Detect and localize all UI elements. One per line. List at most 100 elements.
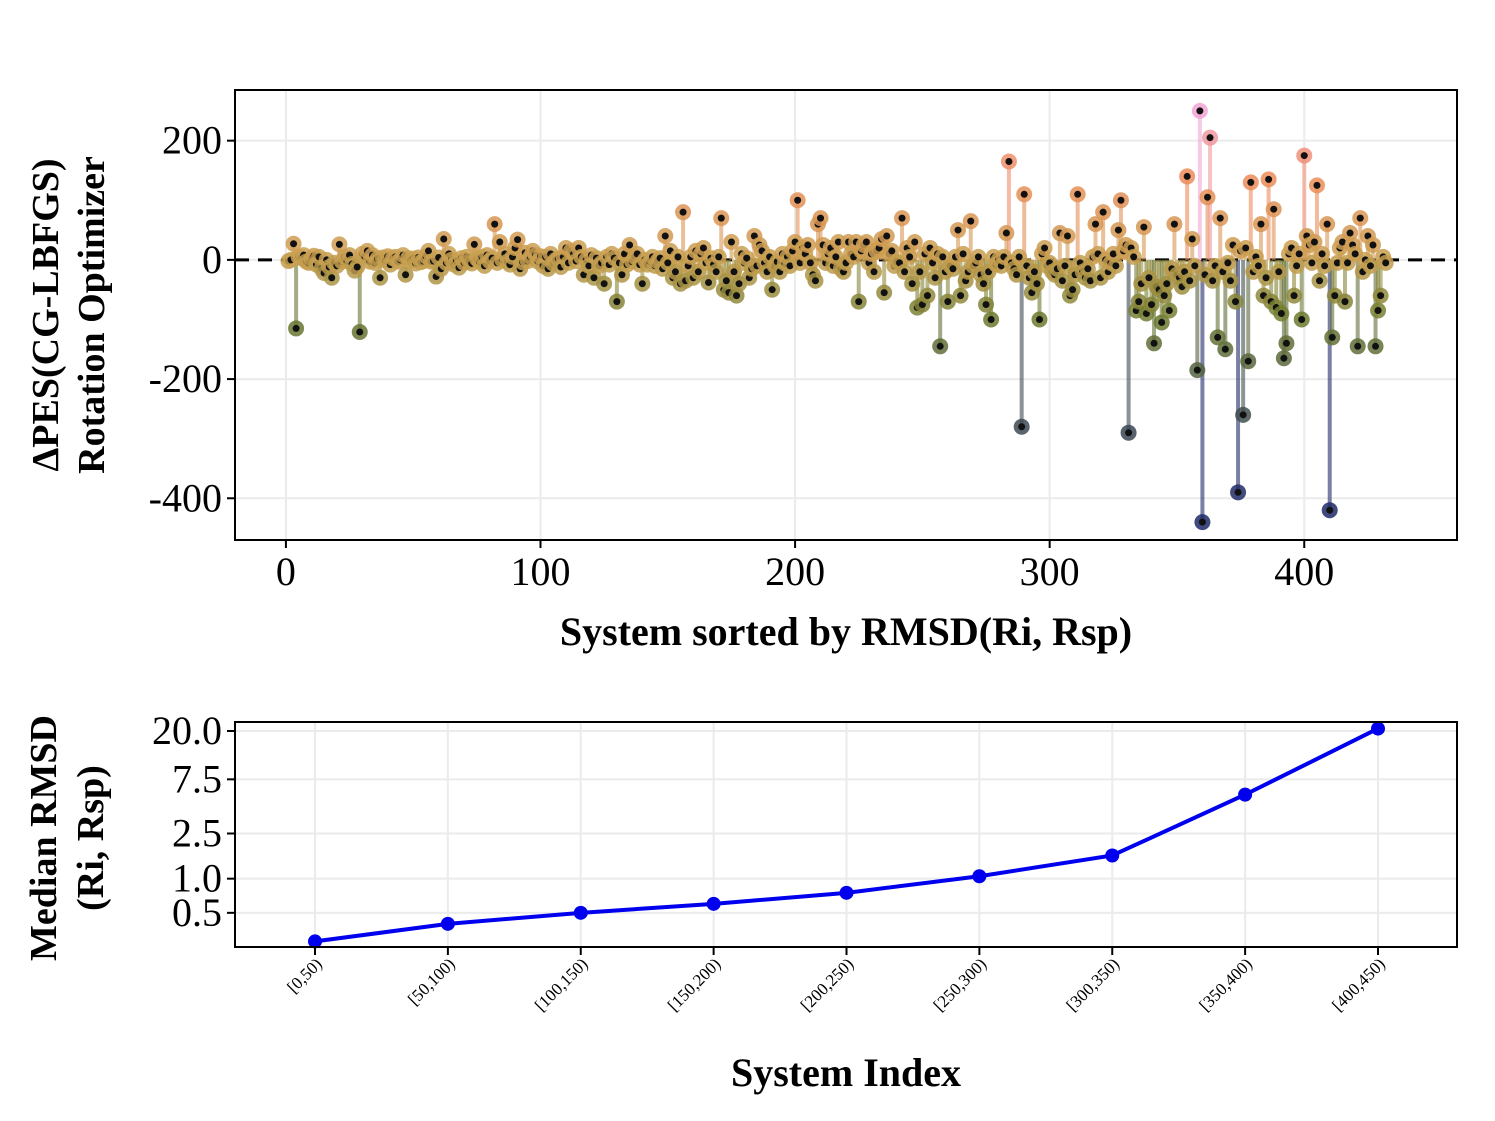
top-panel: 0 100 200 300 400 200 0 -200 -400 System sorted… <box>25 89 1458 654</box>
data-point <box>743 254 751 262</box>
data-point <box>1091 220 1099 228</box>
data-point <box>1186 277 1194 285</box>
data-point <box>1331 292 1339 300</box>
data-point <box>727 238 735 246</box>
data-point <box>1018 423 1026 431</box>
data-point <box>1020 190 1028 198</box>
data-point <box>1214 333 1222 341</box>
data-point <box>1140 223 1148 231</box>
data-point <box>987 315 995 323</box>
data-point <box>1013 271 1021 279</box>
data-point <box>1117 196 1125 204</box>
data-point <box>967 217 975 225</box>
data-point <box>1234 488 1242 496</box>
bottom-x-axis-title: System Index <box>731 1050 961 1095</box>
data-point <box>402 271 410 279</box>
data-point <box>959 250 967 258</box>
data-point <box>735 280 743 288</box>
data-point <box>1366 262 1374 270</box>
data-point <box>712 268 720 276</box>
y-tick-label: -200 <box>149 356 222 401</box>
data-point <box>722 277 730 285</box>
data-point <box>491 220 499 228</box>
data-point <box>1035 315 1043 323</box>
y-tick-label: 7.5 <box>172 756 222 801</box>
data-point <box>1354 342 1362 350</box>
data-point <box>661 232 669 240</box>
data-point <box>1188 235 1196 243</box>
data-point <box>1158 318 1166 326</box>
data-point <box>911 238 919 246</box>
data-point <box>1372 342 1380 350</box>
data-point <box>353 263 361 271</box>
data-point <box>1196 107 1204 115</box>
data-point <box>1300 152 1308 160</box>
data-point <box>1382 259 1390 267</box>
data-point <box>1321 262 1329 270</box>
data-point <box>794 196 802 204</box>
data-point <box>1369 241 1377 249</box>
data-point <box>1244 357 1252 365</box>
data-point <box>862 238 870 246</box>
data-point <box>898 214 906 222</box>
data-point <box>356 328 364 336</box>
data-point <box>470 240 478 248</box>
bottom-x-axis: [0,50) [50,100) [100,150) [150,200) [200,250… <box>283 947 1389 1015</box>
data-point <box>949 265 957 273</box>
data-point <box>376 274 384 282</box>
category-tick-label: [250,300) <box>930 954 991 1015</box>
data-point <box>1344 259 1352 267</box>
data-point <box>1074 190 1082 198</box>
data-point <box>1130 253 1138 261</box>
data-point <box>1338 238 1346 246</box>
data-point <box>715 253 723 261</box>
median-point <box>1238 787 1253 802</box>
data-point <box>424 247 432 255</box>
data-point <box>1351 250 1359 258</box>
data-point <box>1308 259 1316 267</box>
data-point <box>1280 354 1288 362</box>
data-point <box>1183 172 1191 180</box>
y-tick-label: 200 <box>162 118 222 163</box>
data-point <box>1148 301 1155 309</box>
data-point <box>679 208 687 216</box>
data-point <box>1313 181 1321 189</box>
category-tick-label: [150,200) <box>664 954 725 1015</box>
data-point <box>1275 268 1283 276</box>
data-point <box>1323 220 1331 228</box>
data-point <box>1282 339 1290 347</box>
data-point <box>936 342 944 350</box>
data-point <box>1109 250 1117 258</box>
data-point <box>1086 277 1094 285</box>
x-tick-label: 0 <box>276 549 296 594</box>
data-point <box>1295 250 1303 258</box>
data-point <box>1145 274 1153 282</box>
median-point <box>839 885 854 900</box>
data-point <box>496 238 504 246</box>
data-point <box>1377 292 1385 300</box>
y-tick-label: 0.5 <box>172 890 222 935</box>
data-point <box>674 253 682 261</box>
data-point <box>1099 208 1107 216</box>
data-point <box>1226 277 1234 285</box>
data-point <box>626 241 634 249</box>
data-point <box>1374 307 1382 315</box>
median-point <box>573 905 588 920</box>
data-point <box>1084 265 1092 273</box>
data-point <box>1041 244 1049 252</box>
data-point <box>944 298 952 306</box>
data-point <box>786 262 794 270</box>
data-point <box>906 253 914 261</box>
data-point <box>982 301 990 309</box>
category-tick-label: [50,100) <box>404 954 459 1009</box>
median-point <box>1371 721 1385 736</box>
data-point <box>888 247 896 255</box>
data-point <box>1221 345 1229 353</box>
data-point <box>1005 158 1013 166</box>
data-point <box>699 244 707 252</box>
data-point <box>1262 274 1270 282</box>
bottom-grid <box>235 722 1457 947</box>
category-tick-label: [0,50) <box>283 954 325 996</box>
data-point <box>1206 134 1214 142</box>
median-point <box>972 869 987 884</box>
